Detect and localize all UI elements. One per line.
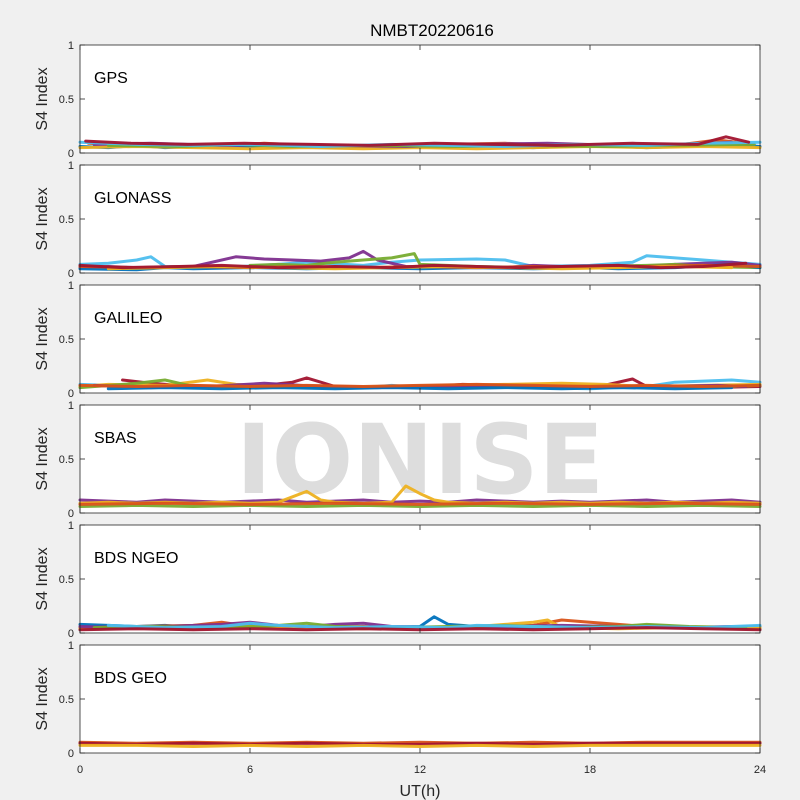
- panel-label: GLONASS: [94, 190, 171, 207]
- y-tick-label: 0: [68, 388, 74, 400]
- panel-label: GPS: [94, 70, 128, 87]
- series-0-2: [78, 145, 762, 151]
- watermark-text: IONISE: [236, 404, 604, 516]
- y-tick-label: 0.5: [59, 334, 74, 346]
- y-axis-label: S4 Index: [34, 427, 51, 490]
- x-tick-label: 6: [247, 764, 253, 776]
- y-tick-label: 1: [68, 40, 74, 52]
- series-2-6: [78, 382, 762, 388]
- series-3-3: [78, 501, 762, 506]
- y-tick-label: 0: [68, 268, 74, 280]
- panels-group: 0 0.5 1 S4 Index GPS 0 0.5 1 S4 Index GLONASS 0 0.5…: [34, 40, 766, 776]
- panel-label: SBAS: [94, 430, 137, 447]
- panel-background: [80, 645, 760, 753]
- y-axis-label: S4 Index: [34, 67, 51, 130]
- panel-5: 0 0.5 1 S4 Index BDS GEO: [34, 640, 762, 760]
- panel-background: [80, 45, 760, 153]
- panel-0: 0 0.5 1 S4 Index GPS: [34, 40, 762, 160]
- y-tick-label: 1: [68, 160, 74, 172]
- series-0-6: [84, 135, 751, 147]
- y-axis-label: S4 Index: [34, 547, 51, 610]
- y-tick-label: 0.5: [59, 214, 74, 226]
- y-tick-label: 0.5: [59, 694, 74, 706]
- x-tick-label: 12: [414, 764, 426, 776]
- panel-label: GALILEO: [94, 310, 162, 327]
- chart-title: NMBT20220616: [370, 21, 494, 40]
- panel-label: BDS NGEO: [94, 550, 178, 567]
- y-tick-label: 1: [68, 520, 74, 532]
- y-axis-label: S4 Index: [34, 187, 51, 250]
- y-tick-label: 0: [68, 748, 74, 760]
- y-tick-label: 0.5: [59, 574, 74, 586]
- series-3-0: [78, 498, 762, 504]
- panel-1: 0 0.5 1 S4 Index GLONASS: [34, 160, 762, 280]
- y-axis-label: S4 Index: [34, 667, 51, 730]
- x-tick-label: 0: [77, 764, 83, 776]
- series-3-2: [78, 503, 762, 508]
- x-axis-label: UT(h): [400, 783, 441, 800]
- x-tick-label: 24: [754, 764, 766, 776]
- y-axis-label: S4 Index: [34, 307, 51, 370]
- series-1-0: [78, 254, 762, 270]
- panel-2: 0 0.5 1 S4 Index GALILEO: [34, 280, 762, 400]
- panel-background: [80, 285, 760, 393]
- panel-4: 0 0.5 1 S4 Index BDS NGEO: [34, 520, 762, 640]
- y-tick-label: 0: [68, 628, 74, 640]
- y-tick-label: 0: [68, 148, 74, 160]
- y-tick-label: 1: [68, 280, 74, 292]
- y-tick-label: 0.5: [59, 94, 74, 106]
- panel-label: BDS GEO: [94, 670, 167, 687]
- x-tick-label: 18: [584, 764, 596, 776]
- y-tick-label: 0.5: [59, 454, 74, 466]
- series-1-6: [78, 261, 748, 270]
- y-tick-label: 1: [68, 640, 74, 652]
- series-5-2: [78, 743, 762, 748]
- y-tick-label: 1: [68, 400, 74, 412]
- y-tick-label: 0: [68, 508, 74, 520]
- panel-3: IONISE 0 0.5 1 S4 Index SBAS: [34, 400, 762, 520]
- panel-background: [80, 525, 760, 633]
- series-5-1: [78, 741, 762, 746]
